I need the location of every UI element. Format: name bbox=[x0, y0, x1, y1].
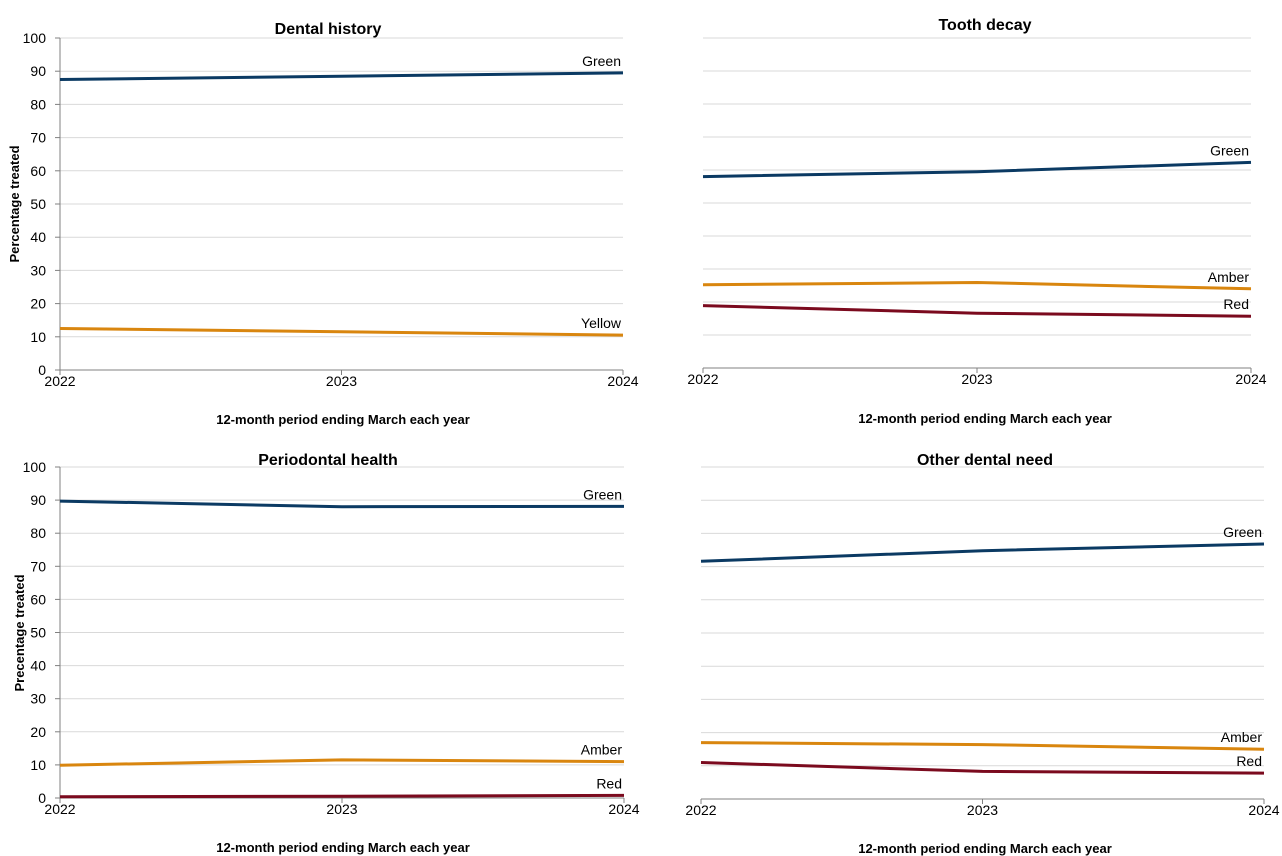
chart-title: Periodontal health bbox=[258, 452, 398, 469]
series-line-green bbox=[59, 71, 624, 81]
y-tick-label: 10 bbox=[30, 329, 46, 345]
y-tick-label: 0 bbox=[38, 362, 46, 378]
y-tick-label: 70 bbox=[30, 558, 46, 574]
y-tick-label: 40 bbox=[30, 229, 46, 245]
x-axis-label: 12-month period ending March each year bbox=[216, 840, 470, 855]
y-tick-label: 40 bbox=[30, 658, 46, 674]
series-label-red: Red bbox=[1236, 753, 1262, 769]
y-tick-label: 30 bbox=[30, 262, 46, 278]
x-axis-label: 12-month period ending March each year bbox=[858, 841, 1112, 856]
y-tick-label: 0 bbox=[38, 790, 46, 806]
series-line-green bbox=[702, 160, 1252, 179]
series-label-yellow: Yellow bbox=[581, 315, 622, 331]
x-tick-label: 2024 bbox=[1248, 802, 1279, 818]
y-tick-label: 100 bbox=[23, 30, 47, 46]
series-line-amber bbox=[702, 281, 1252, 291]
x-tick-label: 2024 bbox=[607, 373, 638, 389]
chart-title: Tooth decay bbox=[938, 17, 1031, 34]
x-tick-label: 2024 bbox=[1235, 371, 1266, 387]
y-tick-label: 80 bbox=[30, 96, 46, 112]
y-tick-label: 50 bbox=[30, 625, 46, 641]
series-label-red: Red bbox=[1223, 296, 1249, 312]
x-tick-label: 2024 bbox=[608, 801, 639, 817]
x-tick-label: 2022 bbox=[44, 373, 75, 389]
series-label-green: Green bbox=[583, 486, 622, 502]
y-tick-label: 50 bbox=[30, 196, 46, 212]
x-axis-label: 12-month period ending March each year bbox=[858, 411, 1112, 426]
series-line-green bbox=[59, 499, 625, 509]
series-line-red bbox=[700, 761, 1265, 775]
chart-panel-tooth-decay: Tooth decay 12-month period ending March… bbox=[687, 17, 1266, 426]
chart-title: Other dental need bbox=[917, 452, 1053, 469]
series-label-green: Green bbox=[1210, 142, 1249, 158]
y-tick-label: 90 bbox=[30, 63, 46, 79]
y-tick-label: 80 bbox=[30, 525, 46, 541]
series-label-red: Red bbox=[596, 775, 622, 791]
series-line-green bbox=[700, 542, 1265, 563]
y-axis-label: Precentage treated bbox=[12, 574, 27, 691]
chart-panel-dental-history: Dental history Percentage treated 12-mon… bbox=[7, 21, 639, 427]
x-tick-label: 2023 bbox=[326, 373, 357, 389]
y-tick-label: 20 bbox=[30, 724, 46, 740]
series-line-amber bbox=[700, 741, 1265, 751]
series-line-amber bbox=[59, 758, 625, 767]
y-tick-label: 20 bbox=[30, 296, 46, 312]
series-line-red bbox=[702, 304, 1252, 318]
y-axis-label: Percentage treated bbox=[7, 145, 22, 262]
y-tick-label: 100 bbox=[23, 459, 47, 475]
series-label-amber: Amber bbox=[1208, 269, 1250, 285]
series-label-amber: Amber bbox=[1221, 729, 1263, 745]
chart-panel-other-dental-need: Other dental need 12-month period ending… bbox=[685, 452, 1279, 856]
chart-title: Dental history bbox=[275, 21, 382, 38]
x-axis-label: 12-month period ending March each year bbox=[216, 412, 470, 427]
x-tick-label: 2023 bbox=[967, 802, 998, 818]
x-tick-label: 2023 bbox=[961, 371, 992, 387]
x-tick-label: 2022 bbox=[44, 801, 75, 817]
y-tick-label: 70 bbox=[30, 130, 46, 146]
series-label-green: Green bbox=[582, 53, 621, 69]
y-tick-label: 90 bbox=[30, 492, 46, 508]
x-tick-label: 2022 bbox=[687, 371, 718, 387]
y-tick-label: 30 bbox=[30, 691, 46, 707]
y-tick-label: 60 bbox=[30, 163, 46, 179]
series-line-red bbox=[59, 793, 625, 799]
y-tick-label: 10 bbox=[30, 757, 46, 773]
series-label-green: Green bbox=[1223, 524, 1262, 540]
series-label-amber: Amber bbox=[581, 742, 623, 758]
x-tick-label: 2022 bbox=[685, 802, 716, 818]
x-tick-label: 2023 bbox=[326, 801, 357, 817]
chart-panel-periodontal-health: Periodontal health Precentage treated 12… bbox=[12, 452, 640, 855]
series-line-yellow bbox=[59, 327, 624, 337]
y-tick-label: 60 bbox=[30, 591, 46, 607]
